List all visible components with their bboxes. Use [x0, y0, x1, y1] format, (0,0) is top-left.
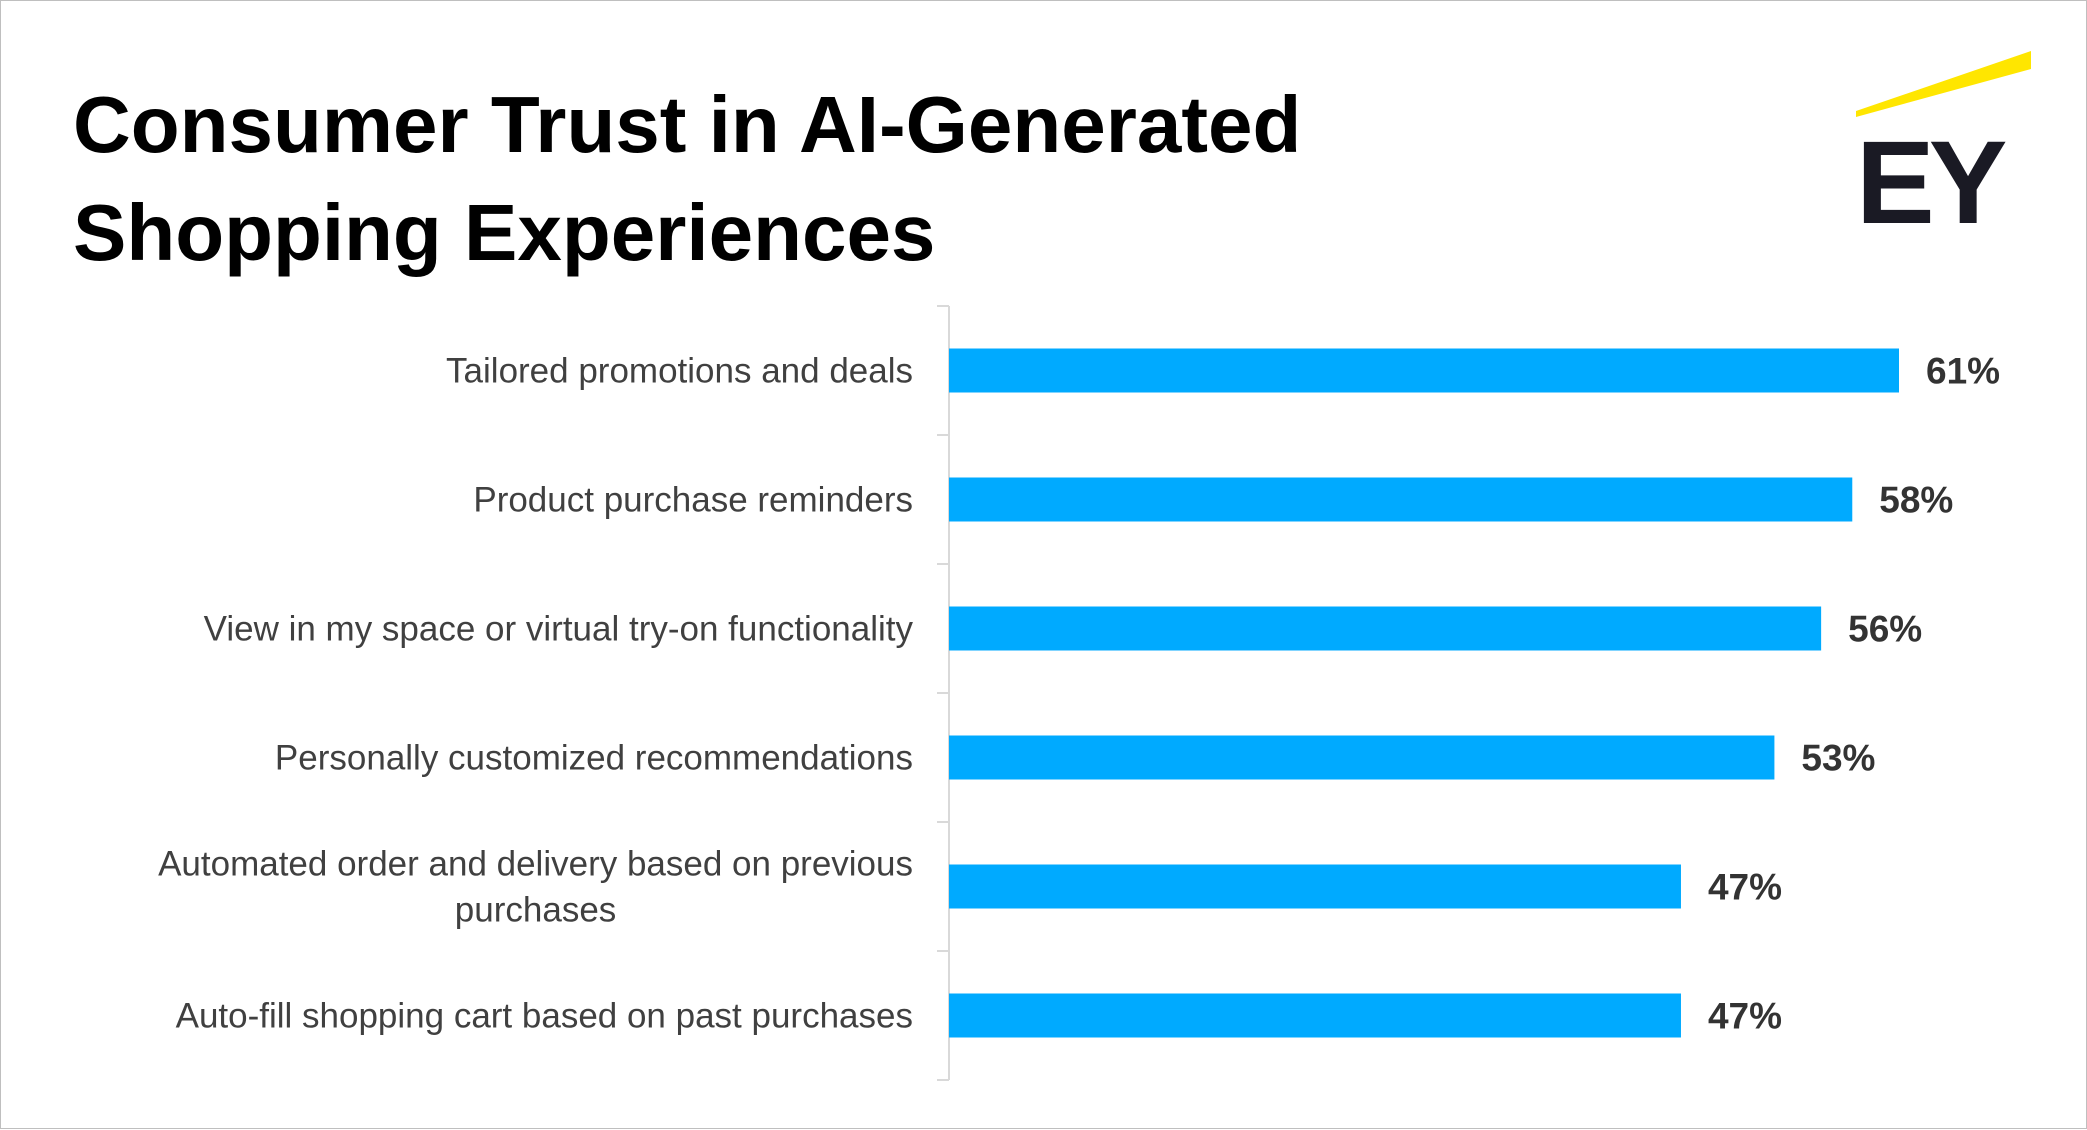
value-label: 58% — [1879, 480, 1953, 521]
chart-title-line-2: Shopping Experiences — [73, 188, 936, 277]
bar — [949, 735, 1775, 780]
bar — [949, 864, 1681, 909]
bar — [949, 348, 1899, 393]
category-label: Auto-fill shopping cart based on past pu… — [176, 997, 913, 1036]
logo-beam — [1856, 51, 2031, 117]
value-label: 47% — [1708, 996, 1782, 1037]
axis-layer — [937, 305, 950, 1081]
ey-logo-icon: EY — [1856, 51, 2031, 231]
value-label: 56% — [1848, 609, 1922, 650]
category-label: Tailored promotions and deals — [446, 352, 913, 391]
category-label: View in my space or virtual try-on funct… — [204, 610, 914, 649]
bar — [949, 993, 1681, 1038]
category-label: Personally customized recommendations — [275, 739, 913, 778]
value-label: 61% — [1926, 351, 2000, 392]
value-label: 53% — [1801, 738, 1875, 779]
chart-title-line-1: Consumer Trust in AI-Generated — [73, 80, 1302, 169]
category-label: Product purchase reminders — [473, 481, 913, 520]
chart-title: Consumer Trust in AI-Generated Shopping … — [73, 71, 1473, 287]
category-label: Automated order and delivery based on pr… — [158, 845, 913, 930]
labels-layer: 61% Tailored promotions and deals 58% Produ… — [158, 351, 2000, 1037]
bar — [949, 477, 1853, 522]
bars-layer — [949, 348, 1899, 1038]
value-label: 47% — [1708, 867, 1782, 908]
logo-text: EY — [1856, 117, 2006, 231]
category-label-line: Automated order and delivery based on pr… — [158, 845, 913, 884]
bar — [949, 606, 1822, 651]
category-label-line: purchases — [455, 891, 616, 930]
